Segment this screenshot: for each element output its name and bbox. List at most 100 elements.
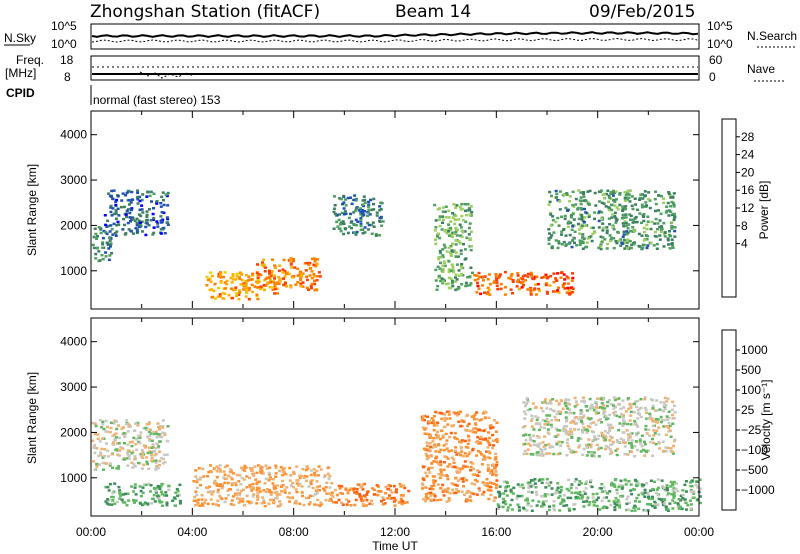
vel-data-cell — [621, 399, 625, 402]
power-data-cell — [114, 234, 118, 237]
power-data-cell — [654, 209, 657, 213]
vel-data-cell — [149, 490, 153, 493]
vel-data-cell — [448, 491, 452, 495]
vel-data-cell — [195, 480, 199, 484]
vel-data-cell — [643, 440, 646, 444]
colorbar-tick-label: 28 — [741, 130, 755, 144]
power-data-cell — [109, 210, 113, 214]
vel-data-cell — [455, 470, 459, 473]
power-data-cell — [609, 191, 613, 195]
power-data-cell — [210, 288, 214, 291]
vel-data-cell — [625, 502, 629, 506]
vel-data-cell — [544, 494, 548, 498]
vel-data-cell — [450, 449, 454, 452]
power-data-cell — [642, 230, 646, 234]
vel-data-cell — [381, 496, 385, 499]
power-data-cell — [443, 210, 447, 213]
power-data-cell — [131, 217, 135, 221]
power-data-cell — [603, 238, 607, 241]
power-data-cell — [289, 258, 293, 262]
vel-data-cell — [457, 490, 460, 493]
power-data-cell — [632, 242, 636, 246]
vel-data-cell — [641, 492, 645, 496]
vel-data-cell — [93, 451, 97, 455]
vel-data-cell — [445, 500, 449, 503]
vel-data-cell — [653, 506, 657, 509]
vel-data-cell — [144, 483, 148, 487]
vel-data-cell — [245, 466, 249, 470]
vel-data-cell — [546, 402, 549, 405]
power-data-cell — [219, 271, 222, 274]
vel-data-cell — [602, 398, 606, 401]
power-data-cell — [625, 238, 629, 242]
power-data-cell — [360, 209, 364, 212]
power-data-cell — [450, 279, 454, 283]
vel-data-cell — [505, 494, 509, 497]
vel-data-cell — [653, 480, 657, 484]
vel-data-cell — [460, 419, 464, 422]
power-data-cell — [608, 239, 612, 243]
vel-data-cell — [586, 496, 590, 499]
vel-data-cell — [154, 461, 158, 464]
vel-data-cell — [659, 415, 663, 419]
power-data-cell — [453, 232, 456, 235]
vel-data-cell — [429, 491, 433, 495]
vel-data-cell — [399, 497, 403, 501]
vel-data-cell — [439, 486, 443, 490]
vel-data-cell — [635, 496, 639, 500]
vel-data-cell — [567, 447, 571, 450]
vel-data-cell — [595, 443, 599, 447]
vel-data-cell — [591, 405, 595, 409]
power-data-cell — [159, 232, 163, 235]
power-data-cell — [562, 273, 566, 276]
vel-data-cell — [398, 482, 402, 486]
power-data-cell — [459, 252, 463, 256]
power-data-cell — [438, 267, 442, 270]
power-data-cell — [160, 211, 164, 214]
vel-data-cell — [646, 496, 650, 499]
power-data-cell — [597, 246, 601, 250]
power-data-cell — [455, 234, 459, 237]
vel-data-cell — [226, 481, 230, 485]
vel-data-cell — [148, 434, 152, 437]
power-data-cell — [447, 223, 451, 226]
vel-data-cell — [240, 489, 244, 493]
vel-data-cell — [421, 498, 425, 501]
vel-data-cell — [617, 428, 621, 432]
power-data-cell — [151, 212, 155, 216]
vel-data-cell — [459, 447, 463, 450]
vel-data-cell — [523, 417, 527, 420]
vel-data-cell — [450, 465, 454, 469]
power-data-cell — [625, 233, 629, 236]
power-data-cell — [152, 207, 155, 210]
power-data-cell — [549, 213, 553, 216]
power-data-cell — [354, 233, 358, 236]
nsky-series — [91, 31, 699, 38]
power-data-cell — [579, 239, 583, 242]
vel-data-cell — [439, 473, 443, 477]
power-data-cell — [140, 198, 144, 202]
vel-data-cell — [134, 499, 138, 502]
vel-data-cell — [294, 502, 298, 505]
vel-data-cell — [362, 494, 366, 497]
vel-data-cell — [602, 436, 606, 439]
vel-data-cell — [639, 442, 643, 445]
power-data-cell — [565, 291, 569, 294]
vel-data-cell — [463, 493, 466, 497]
vel-data-cell — [424, 432, 428, 436]
power-data-cell — [256, 297, 260, 301]
vel-data-cell — [126, 430, 130, 433]
power-data-cell — [264, 277, 268, 280]
power-data-cell — [569, 214, 573, 217]
vel-data-cell — [535, 493, 539, 496]
power-data-cell — [381, 220, 385, 223]
power-data-cell — [363, 201, 367, 204]
power-data-cell — [459, 249, 463, 252]
power-data-cell — [239, 272, 243, 275]
power-data-cell — [268, 275, 272, 279]
power-data-cell — [557, 286, 560, 289]
power-data-cell — [568, 293, 571, 296]
power-data-cell — [645, 246, 649, 250]
power-data-cell — [550, 234, 554, 237]
vel-data-cell — [659, 498, 663, 502]
